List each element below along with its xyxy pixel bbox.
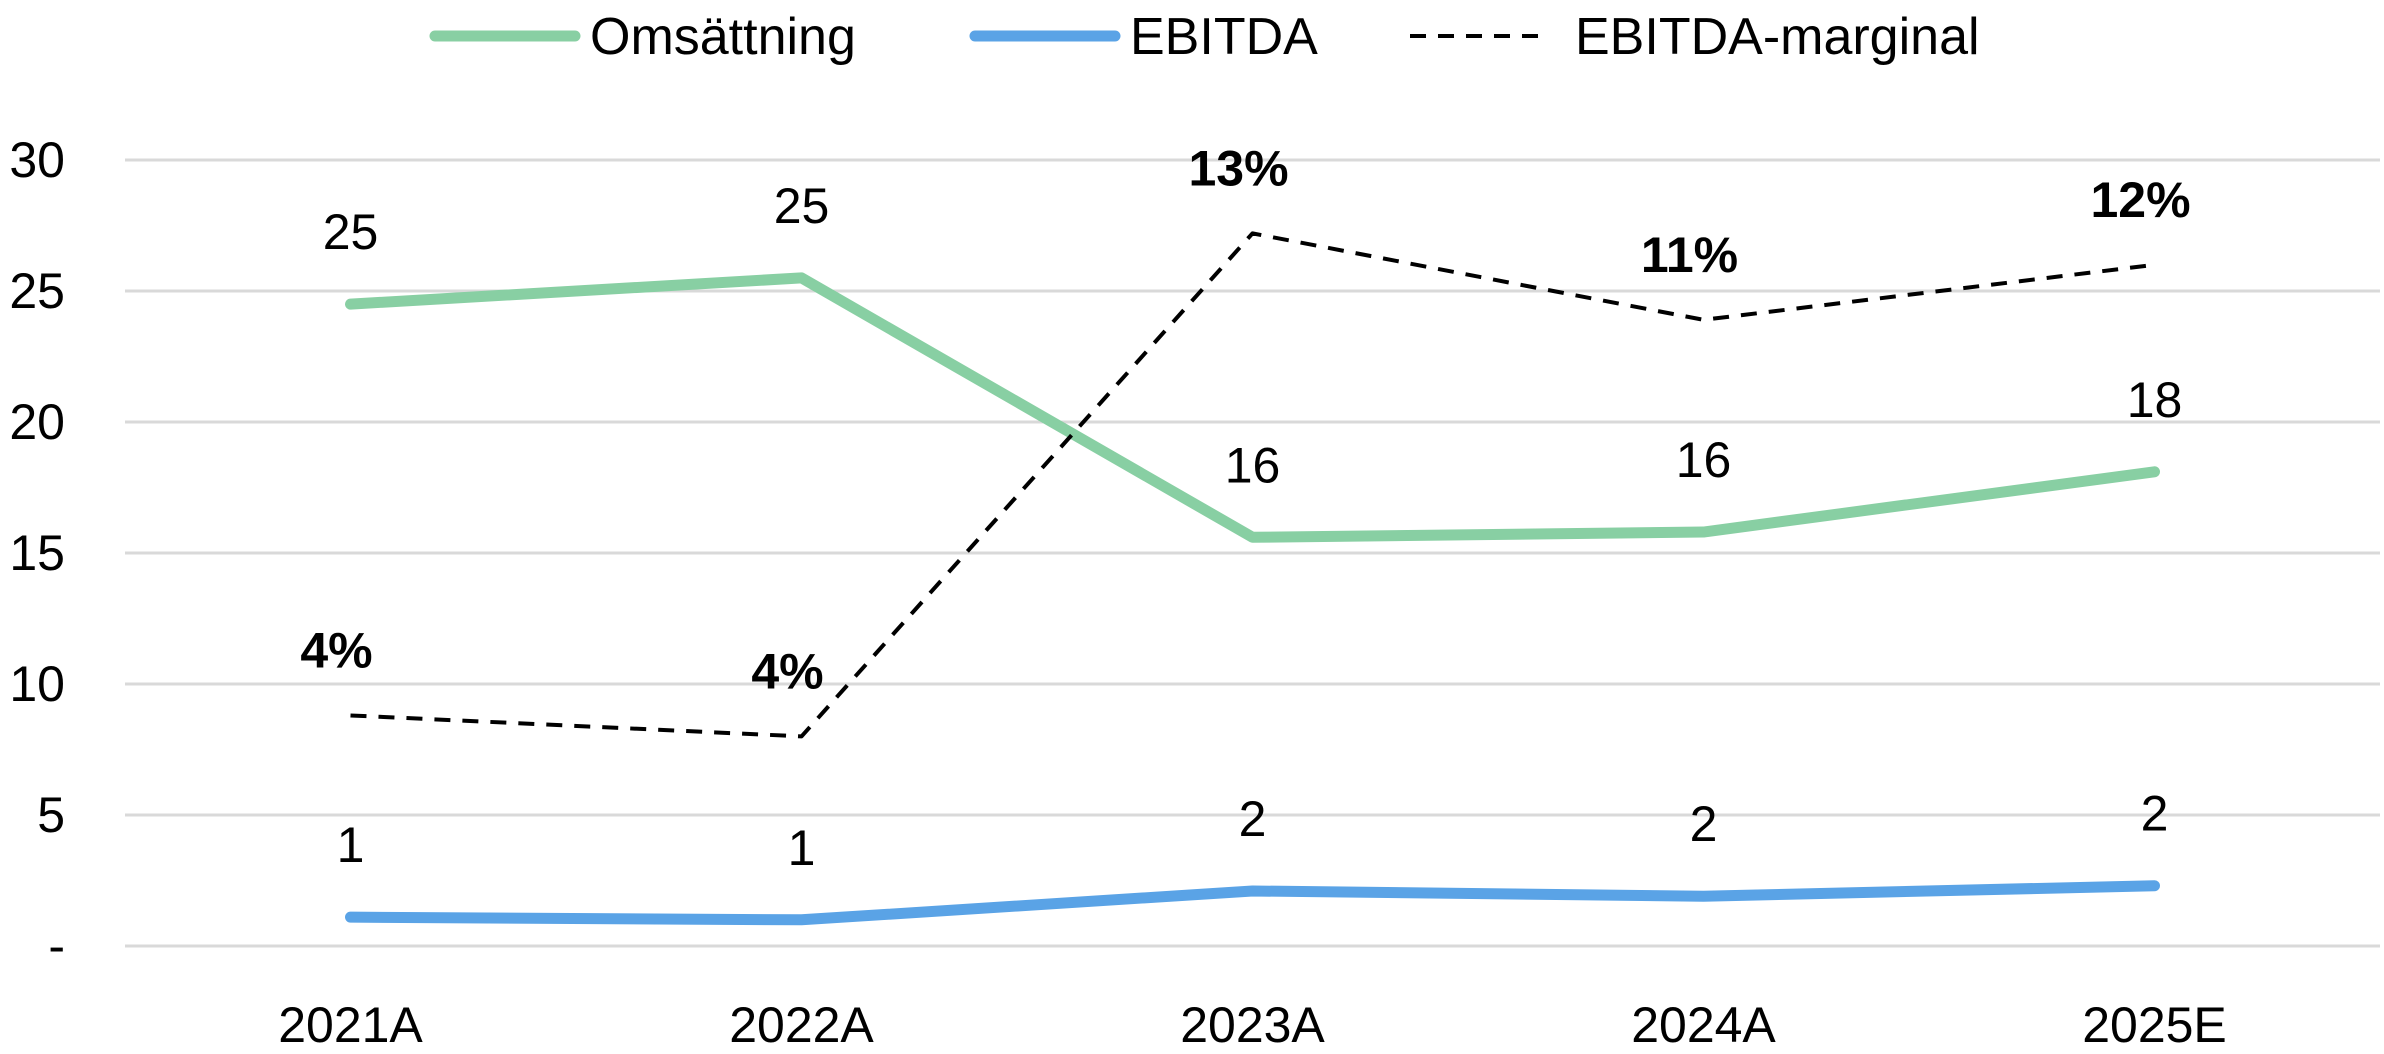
series-line-2 — [350, 231, 2155, 739]
data-label: 2 — [1690, 796, 1718, 852]
series-line-1 — [345, 880, 2160, 926]
data-label: 2 — [2141, 786, 2169, 842]
x-tick-label: 2025E — [2082, 997, 2227, 1053]
data-label: 1 — [337, 817, 365, 873]
legend: Omsättning EBITDA EBITDA-marginal — [429, 8, 1980, 66]
y-tick-label: 10 — [9, 656, 65, 712]
data-label: 4% — [751, 643, 823, 699]
data-label: 1 — [788, 820, 816, 876]
y-tick-label: 20 — [9, 394, 65, 450]
data-label: 25 — [323, 204, 379, 260]
data-label: 16 — [1676, 432, 1732, 488]
x-tick-label: 2021A — [278, 997, 423, 1053]
data-label: 4% — [300, 622, 372, 678]
x-axis: 2021A 2022A 2023A 2024A 2025E — [278, 997, 2227, 1053]
data-label: 13% — [1188, 140, 1288, 196]
series-line-0 — [345, 272, 2160, 543]
y-tick-label: 30 — [9, 132, 65, 188]
legend-label: EBITDA — [1130, 8, 1318, 66]
y-axis: - 5 10 15 20 25 30 — [9, 132, 65, 974]
legend-label: EBITDA-marginal — [1575, 8, 1980, 66]
y-tick-label: - — [48, 918, 65, 974]
legend-label: Omsättning — [590, 8, 856, 66]
data-label: 18 — [2127, 372, 2183, 428]
x-tick-label: 2022A — [729, 997, 874, 1053]
x-tick-label: 2023A — [1180, 997, 1325, 1053]
data-label: 12% — [2090, 172, 2190, 228]
data-label: 25 — [774, 178, 830, 234]
data-label: 2 — [1239, 791, 1267, 847]
data-label: 11% — [1641, 227, 1738, 283]
series-lines — [345, 231, 2160, 926]
data-labels: 25 25 16 16 18 1 1 2 2 2 4% 4% 13% 11% 12% — [300, 140, 2190, 875]
data-label: 16 — [1225, 437, 1281, 493]
y-tick-label: 25 — [9, 263, 65, 319]
y-tick-label: 5 — [37, 787, 65, 843]
x-tick-label: 2024A — [1631, 997, 1776, 1053]
y-tick-label: 15 — [9, 525, 65, 581]
